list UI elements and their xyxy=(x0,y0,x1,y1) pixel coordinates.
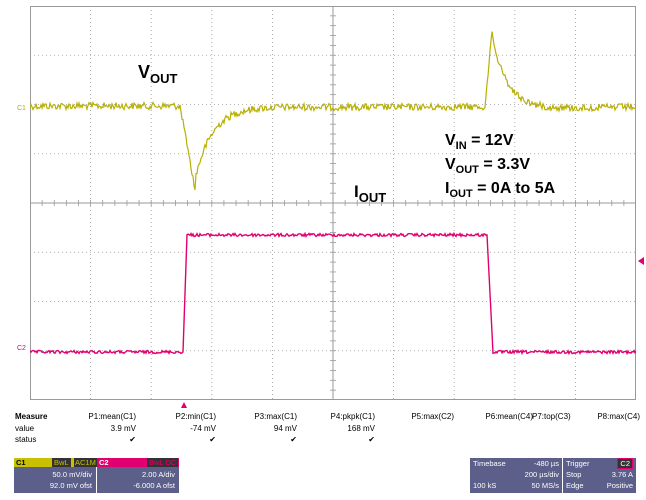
trigger-label: Trigger xyxy=(566,459,590,468)
waveform-display xyxy=(30,6,636,400)
measure-table: Measure P1:mean(C1) P2:min(C1) P3:max(C1… xyxy=(0,412,646,458)
iout-label-sub: OUT xyxy=(358,190,387,205)
c1-scale: 50.0 mV/div xyxy=(52,470,92,479)
timebase-rate: 50 MS/s xyxy=(531,481,559,490)
channel-c2-box[interactable]: C2 BwL DC 2.00 A/div -6.000 A ofst xyxy=(97,458,179,493)
measure-col-p5[interactable]: P5:max(C2) xyxy=(411,412,454,421)
trigger-slope: Positive xyxy=(606,481,633,490)
measure-status-p4: ✔ xyxy=(368,435,375,444)
measure-value-p4: 168 mV xyxy=(347,424,375,433)
trigger-position-marker[interactable] xyxy=(181,402,187,408)
vout-label-main: V xyxy=(138,62,151,82)
vout-label: VOUT xyxy=(138,62,178,86)
measure-status-p1: ✔ xyxy=(129,435,136,444)
c2-tag: BwL DC xyxy=(147,458,179,467)
timebase-div: 200 µs/div xyxy=(524,470,559,479)
measure-status-row: status ✔ ✔ ✔ ✔ xyxy=(0,435,646,446)
measure-value-row: value 3.9 mV -74 mV 94 mV 168 mV xyxy=(0,424,646,435)
c1-name: C1 xyxy=(16,458,26,467)
condition-vout-rest: = 3.3V xyxy=(478,156,531,173)
timebase-delay: -480 µs xyxy=(533,459,559,468)
channel-c1-box[interactable]: C1 BwL AC1M 50.0 mV/div 92.0 mV ofst xyxy=(14,458,97,493)
iout-label: IOUT xyxy=(354,182,387,205)
c2-level-marker[interactable]: C2 xyxy=(17,345,26,352)
timebase-label: Timebase xyxy=(473,459,506,468)
measure-value-p1: 3.9 mV xyxy=(110,424,136,433)
measure-col-p3[interactable]: P3:max(C1) xyxy=(254,412,297,421)
scope-plot[interactable]: C1 C2 VOUT IOUT VIN = 12V VOUT = 3.3V IO… xyxy=(17,6,636,400)
trigger-source-badge: C2 xyxy=(617,458,633,469)
timebase-samples: 100 kS xyxy=(473,481,497,490)
measure-status-p3: ✔ xyxy=(290,435,297,444)
measure-col-p7-label[interactable]: P7:top(C3) xyxy=(532,412,571,421)
condition-vin-rest: = 12V xyxy=(466,132,514,149)
c2-offset: -6.000 A ofst xyxy=(133,481,175,490)
condition-vout: VOUT = 3.3V xyxy=(445,156,531,176)
iout-trace xyxy=(30,231,636,356)
timebase-box[interactable]: Timebase -480 µs 200 µs/div 100 kS 50 MS… xyxy=(470,458,562,493)
measure-status-label: status xyxy=(15,435,37,444)
condition-vout-sub: OUT xyxy=(455,164,479,176)
trigger-markers xyxy=(181,257,644,408)
measure-value-label: value xyxy=(15,424,35,433)
measure-header-row: Measure xyxy=(0,412,646,423)
condition-vin: VIN = 12V xyxy=(445,132,514,152)
condition-iout-rest: = 0A to 5A xyxy=(472,180,556,197)
vout-trace xyxy=(30,31,636,191)
measure-col-p1[interactable]: P1:mean(C1) xyxy=(88,412,136,421)
trigger-mode: Stop xyxy=(566,470,582,479)
measure-columns-row: P1:mean(C1) P2:min(C1) P3:max(C1) P4:pkp… xyxy=(0,412,646,423)
trigger-type: Edge xyxy=(566,481,584,490)
measure-value-p2: -74 mV xyxy=(190,424,216,433)
c1-bw-tag: BwL xyxy=(52,458,71,467)
condition-iout: IOUT = 0A to 5A xyxy=(445,180,556,200)
trigger-level-marker[interactable] xyxy=(638,257,644,265)
measure-col-p4[interactable]: P4:pkpk(C1) xyxy=(330,412,375,421)
measure-status-p2: ✔ xyxy=(209,435,216,444)
measure-col-p6[interactable]: P6:mean(C4) xyxy=(485,412,533,421)
c2-box-header xyxy=(97,458,179,467)
measure-value-p3: 94 mV xyxy=(273,424,297,433)
trigger-box[interactable]: Trigger C2 Stop 3.76 A Edge Positive xyxy=(563,458,636,493)
c2-scale: 2.00 A/div xyxy=(142,470,175,479)
condition-iout-main: I xyxy=(445,180,450,197)
measure-col-p2[interactable]: P2:min(C1) xyxy=(175,412,216,421)
measure-col-p8[interactable]: P8:max(C4) xyxy=(597,412,640,421)
condition-iout-sub: OUT xyxy=(449,188,473,200)
condition-vout-main: V xyxy=(445,156,456,173)
c1-offset: 92.0 mV ofst xyxy=(49,481,92,490)
condition-vin-sub: IN xyxy=(455,140,467,152)
trigger-level: 3.76 A xyxy=(611,470,633,479)
c1-coupling-tag: AC1M xyxy=(74,458,97,467)
c2-name: C2 xyxy=(99,458,109,467)
condition-vin-main: V xyxy=(445,132,456,149)
iout-label-main: I xyxy=(354,182,359,201)
vout-label-sub: OUT xyxy=(150,71,178,86)
measure-title[interactable]: Measure xyxy=(15,412,48,421)
c1-level-marker[interactable]: C1 xyxy=(17,105,26,112)
